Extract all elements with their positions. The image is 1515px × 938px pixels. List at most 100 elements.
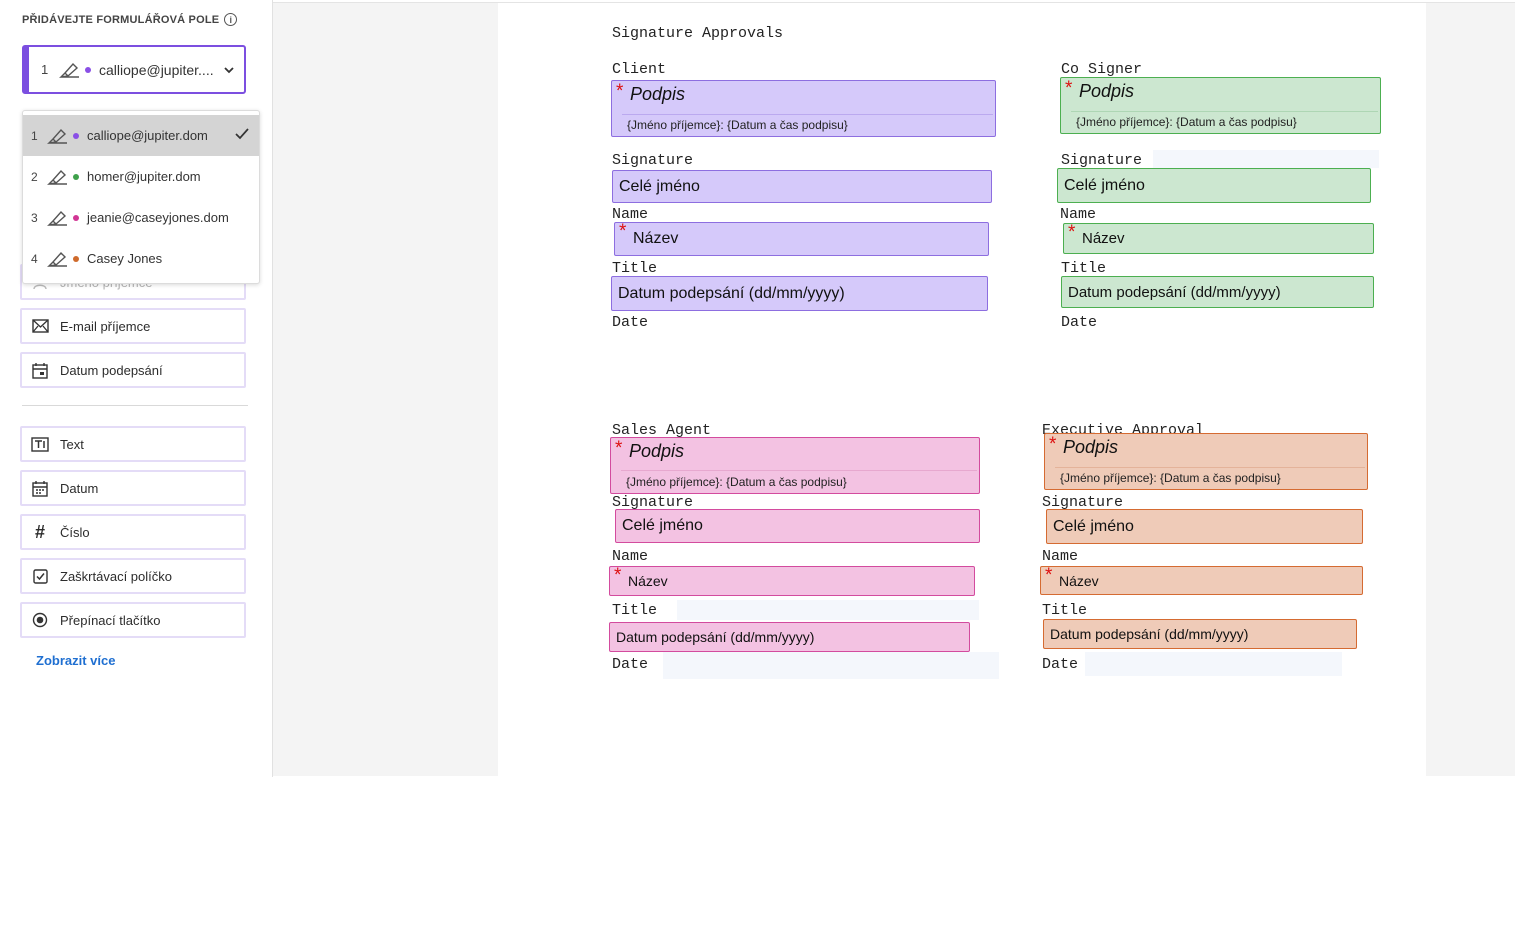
signature-subtext: {Jméno příjemce}: {Datum a čas podpisu} bbox=[626, 475, 847, 489]
label-signature: Signature bbox=[1061, 152, 1143, 169]
recipient-label: calliope@jupiter.... bbox=[99, 61, 214, 78]
label-date: Date bbox=[612, 314, 649, 331]
field-placeholder: Celé jméno bbox=[1053, 517, 1134, 535]
label-name: Name bbox=[1060, 206, 1097, 223]
info-icon[interactable]: i bbox=[224, 13, 238, 26]
label-title: Title bbox=[612, 260, 658, 277]
pen-icon bbox=[59, 62, 79, 78]
field-placeholder: Celé jméno bbox=[622, 517, 703, 534]
pen-icon bbox=[47, 251, 67, 267]
field-label: Datum bbox=[60, 480, 99, 496]
field-placeholder: Celé jméno bbox=[1064, 176, 1145, 194]
empty-field-area bbox=[1153, 150, 1379, 168]
date-field-button[interactable]: Datum bbox=[20, 470, 246, 506]
field-placeholder: Datum podepsání (dd/mm/yyyy) bbox=[616, 629, 815, 645]
required-mark: * bbox=[1049, 434, 1057, 455]
label-signature: Signature bbox=[612, 494, 694, 511]
recipient-email-field-button[interactable]: E-mail příjemce bbox=[20, 308, 246, 344]
required-mark: * bbox=[1065, 78, 1073, 99]
recipient-color-dot bbox=[73, 173, 79, 180]
recipient-option[interactable]: 4 Casey Jones bbox=[23, 238, 259, 279]
option-number: 1 bbox=[31, 128, 38, 143]
field-placeholder: Název bbox=[1082, 230, 1125, 247]
show-more-link[interactable]: Zobrazit více bbox=[36, 653, 116, 668]
pen-icon bbox=[47, 169, 67, 185]
option-number: 3 bbox=[31, 210, 38, 225]
recipient-option[interactable]: 1 calliope@jupiter.dom bbox=[23, 115, 259, 156]
required-mark: * bbox=[616, 81, 624, 102]
block-heading-co-signer: Co Signer bbox=[1061, 61, 1143, 78]
field-placeholder: Datum podepsání (dd/mm/yyyy) bbox=[1050, 626, 1249, 642]
block-heading-sales-agent: Sales Agent bbox=[612, 422, 712, 439]
recipient-option[interactable]: 2 homer@jupiter.dom bbox=[23, 156, 259, 197]
signature-field-sales-agent[interactable]: * Podpis {Jméno příjemce}: {Datum a čas … bbox=[610, 437, 980, 494]
title-field-executive-approval[interactable]: * Název bbox=[1040, 565, 1363, 595]
option-label: Casey Jones bbox=[87, 251, 163, 266]
empty-field-area bbox=[663, 652, 999, 679]
number-field-button[interactable]: # Číslo bbox=[20, 514, 246, 550]
field-separator bbox=[1055, 467, 1365, 468]
option-number: 4 bbox=[31, 251, 38, 266]
empty-field-area bbox=[677, 600, 979, 620]
text-field-icon bbox=[31, 435, 49, 453]
signature-placeholder: Podpis bbox=[630, 84, 686, 104]
date-field-executive-approval[interactable]: Datum podepsání (dd/mm/yyyy) bbox=[1043, 619, 1357, 649]
mail-icon bbox=[31, 317, 49, 335]
pen-icon bbox=[47, 210, 67, 226]
date-field-client[interactable]: Datum podepsání (dd/mm/yyyy) bbox=[611, 276, 988, 311]
label-title: Title bbox=[612, 602, 658, 619]
signature-field-co-signer[interactable]: * Podpis {Jméno příjemce}: {Datum a čas … bbox=[1060, 77, 1381, 134]
title-field-client[interactable]: * Název bbox=[614, 221, 989, 256]
full-name-field-client[interactable]: Celé jméno bbox=[612, 170, 992, 203]
option-number: 2 bbox=[31, 169, 38, 184]
label-name: Name bbox=[612, 206, 649, 223]
signature-field-executive-approval[interactable]: * Podpis {Jméno příjemce}: {Datum a čas … bbox=[1044, 433, 1368, 490]
required-mark: * bbox=[615, 438, 623, 459]
full-name-field-co-signer[interactable]: Celé jméno bbox=[1057, 168, 1371, 203]
recipient-select[interactable]: 1 calliope@jupiter.... bbox=[22, 45, 246, 94]
signature-placeholder: Podpis bbox=[1063, 437, 1119, 457]
signature-placeholder: Podpis bbox=[1079, 81, 1135, 101]
signature-field-client[interactable]: * Podpis {Jméno příjemce}: {Datum a čas … bbox=[611, 80, 996, 137]
signature-subtext: {Jméno příjemce}: {Datum a čas podpisu} bbox=[1076, 115, 1297, 129]
signing-date-field-button[interactable]: Datum podepsání bbox=[20, 352, 246, 388]
field-placeholder: Název bbox=[633, 230, 679, 247]
calendar-sign-icon bbox=[31, 361, 49, 379]
chevron-down-icon[interactable] bbox=[224, 65, 234, 75]
label-name: Name bbox=[612, 548, 649, 565]
field-placeholder: Datum podepsání (dd/mm/yyyy) bbox=[1068, 283, 1281, 301]
radio-icon bbox=[31, 611, 49, 629]
full-name-field-executive-approval[interactable]: Celé jméno bbox=[1046, 509, 1363, 544]
label-date: Date bbox=[612, 656, 649, 673]
label-title: Title bbox=[1042, 602, 1088, 619]
form-fields-sidebar: PŘIDÁVEJTE FORMULÁŘOVÁ POLE i 1 calliope… bbox=[0, 0, 273, 777]
field-placeholder: Datum podepsání (dd/mm/yyyy) bbox=[618, 284, 845, 302]
recipient-option[interactable]: 3 jeanie@caseyjones.dom bbox=[23, 197, 259, 238]
field-separator bbox=[1071, 111, 1378, 112]
signature-subtext: {Jméno příjemce}: {Datum a čas podpisu} bbox=[627, 118, 848, 132]
label-signature: Signature bbox=[1042, 494, 1124, 511]
recipient-dropdown: 1 calliope@jupiter.dom 2 homer@jupiter.d… bbox=[22, 110, 260, 284]
empty-field-area bbox=[1085, 652, 1342, 676]
field-label: Číslo bbox=[60, 524, 90, 540]
title-field-sales-agent[interactable]: * Název bbox=[609, 565, 975, 596]
radio-field-button[interactable]: Přepínací tlačítko bbox=[20, 602, 246, 638]
top-border bbox=[0, 2, 1515, 3]
required-mark: * bbox=[614, 565, 622, 586]
date-field-co-signer[interactable]: Datum podepsání (dd/mm/yyyy) bbox=[1061, 276, 1374, 308]
field-label: Zaškrtávací políčko bbox=[60, 568, 172, 584]
field-placeholder: Název bbox=[628, 573, 668, 589]
checkbox-icon bbox=[31, 567, 49, 585]
title-field-co-signer[interactable]: * Název bbox=[1063, 222, 1374, 254]
checkbox-field-button[interactable]: Zaškrtávací políčko bbox=[20, 558, 246, 594]
text-field-button[interactable]: Text bbox=[20, 426, 246, 462]
date-field-sales-agent[interactable]: Datum podepsání (dd/mm/yyyy) bbox=[609, 622, 970, 652]
full-name-field-sales-agent[interactable]: Celé jméno bbox=[615, 509, 980, 543]
recipient-color-dot bbox=[73, 214, 79, 221]
required-mark: * bbox=[619, 221, 627, 242]
recipient-color-dot bbox=[73, 255, 79, 262]
field-label: Přepínací tlačítko bbox=[60, 612, 161, 628]
field-label: E-mail příjemce bbox=[60, 318, 151, 334]
field-label: Datum podepsání bbox=[60, 362, 163, 378]
field-separator bbox=[622, 114, 993, 115]
